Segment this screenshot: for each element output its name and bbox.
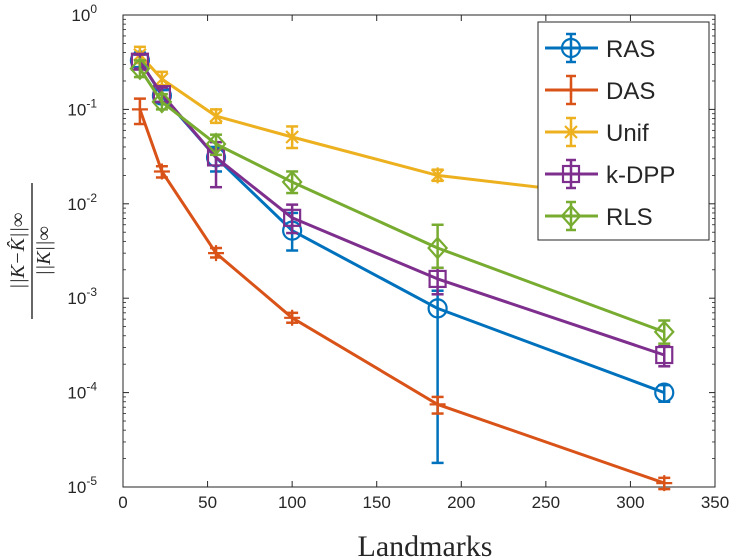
y-axis-label-numerator: ||K−K̂||∞ — [6, 213, 29, 289]
legend-label: k-DPP — [606, 162, 675, 189]
legend-item-rls: RLS — [545, 200, 653, 232]
legend-item-unif: Unif — [545, 116, 649, 148]
data-point — [655, 345, 674, 365]
legend-label: Unif — [606, 120, 649, 147]
x-tick-label: 350 — [701, 493, 729, 512]
legend-marker — [561, 164, 581, 184]
data-point — [131, 101, 148, 118]
data-point — [281, 170, 303, 194]
data-point — [151, 90, 173, 114]
x-tick-label: 100 — [278, 493, 306, 512]
data-point — [155, 70, 169, 87]
data-point — [653, 320, 675, 344]
data-point — [153, 163, 170, 180]
legend-marker — [560, 37, 582, 59]
legend-label: RLS — [606, 204, 653, 231]
data-point — [430, 167, 445, 184]
y-axis-ticks: 10-5 10-4 10-3 10-2 10-1 100 — [67, 2, 715, 497]
series-k-dpp — [130, 52, 674, 368]
data-point — [285, 129, 299, 146]
series-layer — [129, 45, 675, 492]
y-tick-label: 10-2 — [67, 191, 97, 214]
x-axis-ticks: 0 50 100 150 200 250 300 350 — [118, 15, 729, 512]
data-point — [209, 108, 223, 125]
data-point — [427, 236, 449, 260]
y-axis-label: ||K−K̂||∞ ||K||∞ — [6, 183, 55, 319]
legend-item-k-dpp: k-DPP — [545, 158, 675, 190]
legend-marker — [560, 204, 582, 228]
y-axis-label-denominator: ||K||∞ — [33, 226, 55, 276]
x-tick-label: 0 — [118, 493, 127, 512]
data-point — [129, 57, 151, 81]
y-tick-label: 10-3 — [67, 285, 97, 308]
legend-label: DAS — [606, 78, 655, 105]
x-tick-label: 250 — [532, 493, 560, 512]
data-point — [429, 396, 446, 413]
data-point — [656, 475, 673, 492]
data-point — [284, 309, 301, 326]
legend-marker — [564, 124, 578, 140]
data-point — [208, 245, 225, 262]
series-line — [138, 108, 665, 485]
y-tick-label: 10-5 — [67, 474, 97, 497]
data-point — [427, 298, 448, 319]
x-axis-label: Landmarks — [358, 530, 493, 560]
data-point — [654, 382, 675, 403]
data-point — [283, 208, 302, 227]
x-tick-label: 300 — [616, 493, 644, 512]
legend-items: RAS DAS Unif k-DPP RLS — [545, 32, 675, 232]
data-point — [205, 132, 227, 156]
legend-item-das: DAS — [545, 74, 655, 106]
legend: RAS DAS Unif k-DPP RLS — [537, 21, 710, 241]
x-tick-label: 150 — [363, 493, 391, 512]
data-point — [428, 269, 447, 289]
series-unif — [133, 45, 672, 210]
x-tick-label: 200 — [447, 493, 475, 512]
series-das — [131, 97, 673, 492]
legend-marker — [563, 82, 579, 98]
y-tick-label: 10-1 — [67, 96, 97, 119]
legend-item-ras: RAS — [545, 32, 655, 64]
legend-label: RAS — [606, 36, 655, 63]
y-tick-label: 100 — [71, 2, 97, 25]
y-tick-label: 10-4 — [67, 380, 97, 403]
x-tick-label: 50 — [198, 493, 217, 512]
series-rls — [129, 57, 675, 345]
